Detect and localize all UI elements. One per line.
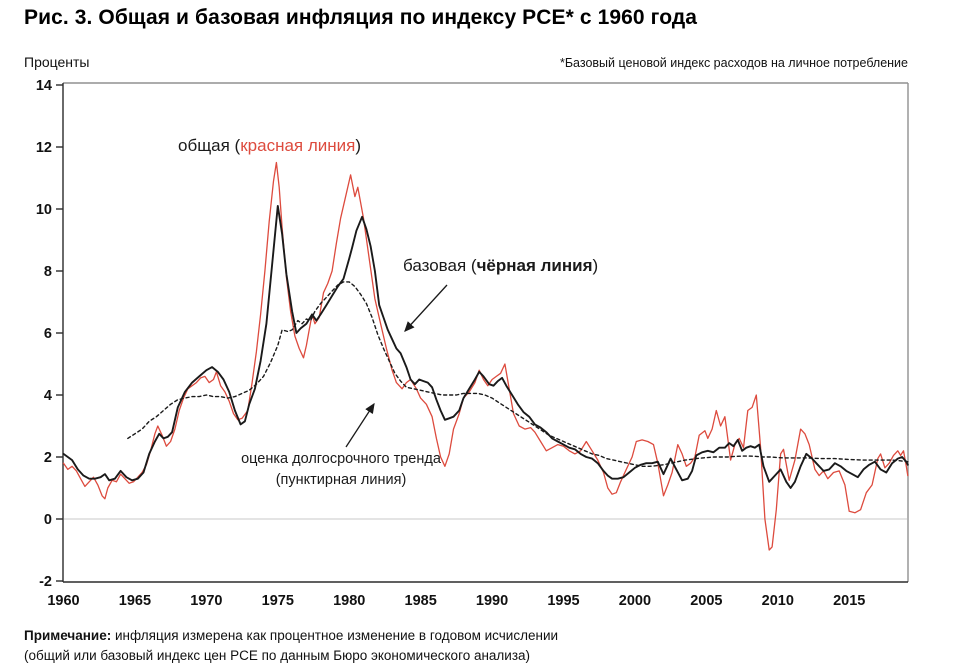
note-text-2: (общий или базовый индекс цен PCE по дан…	[24, 648, 531, 663]
x-tick-label: 2010	[762, 593, 794, 609]
x-tick-label: 2005	[690, 593, 722, 609]
headline-label: общая (красная линия)	[178, 136, 361, 155]
x-tick-label: 1975	[262, 593, 294, 609]
x-tick-label: 1985	[405, 593, 437, 609]
figure-title: Рис. 3. Общая и базовая инфляция по инде…	[24, 6, 698, 29]
note-line-1: Примечание: инфляция измерена как процен…	[24, 626, 784, 646]
core-label-arrow	[404, 284, 448, 332]
core-label: базовая (чёрная линия)	[403, 256, 598, 275]
x-tick-label: 2000	[619, 593, 651, 609]
trend-line	[127, 281, 909, 467]
trend-label: (пунктирная линия)	[276, 472, 407, 488]
headline-line	[62, 161, 909, 551]
x-tick-label: 1990	[476, 593, 508, 609]
chart-note: Примечание: инфляция измерена как процен…	[24, 626, 784, 666]
y-tick-label: 6	[44, 326, 52, 342]
x-tick-label: 1995	[547, 593, 579, 609]
y-tick-label: 4	[44, 388, 52, 404]
x-tick-label: 1970	[190, 593, 222, 609]
y-tick-label: 12	[36, 140, 52, 156]
x-tick-label: 1965	[119, 593, 151, 609]
y-tick-label: 10	[36, 202, 52, 218]
pce-footnote: *Базовый ценовой индекс расходов на личн…	[559, 56, 908, 70]
x-tick-label: 1980	[333, 593, 365, 609]
y-tick-label: -2	[39, 574, 52, 590]
note-label: Примечание:	[24, 628, 112, 643]
y-axis-unit-label: Проценты	[24, 54, 90, 70]
y-tick-label: 8	[44, 264, 52, 280]
trend-label-arrow	[345, 402, 375, 448]
trend-label: оценка долгосрочного тренда	[241, 451, 442, 467]
y-tick-label: 0	[44, 512, 52, 528]
y-tick-label: 2	[44, 450, 52, 466]
x-tick-label: 1960	[47, 593, 79, 609]
core-line	[62, 204, 909, 489]
note-text-1: инфляция измерена как процентное изменен…	[111, 628, 559, 643]
y-tick-label: 14	[36, 78, 52, 94]
x-tick-label: 2015	[833, 593, 865, 609]
